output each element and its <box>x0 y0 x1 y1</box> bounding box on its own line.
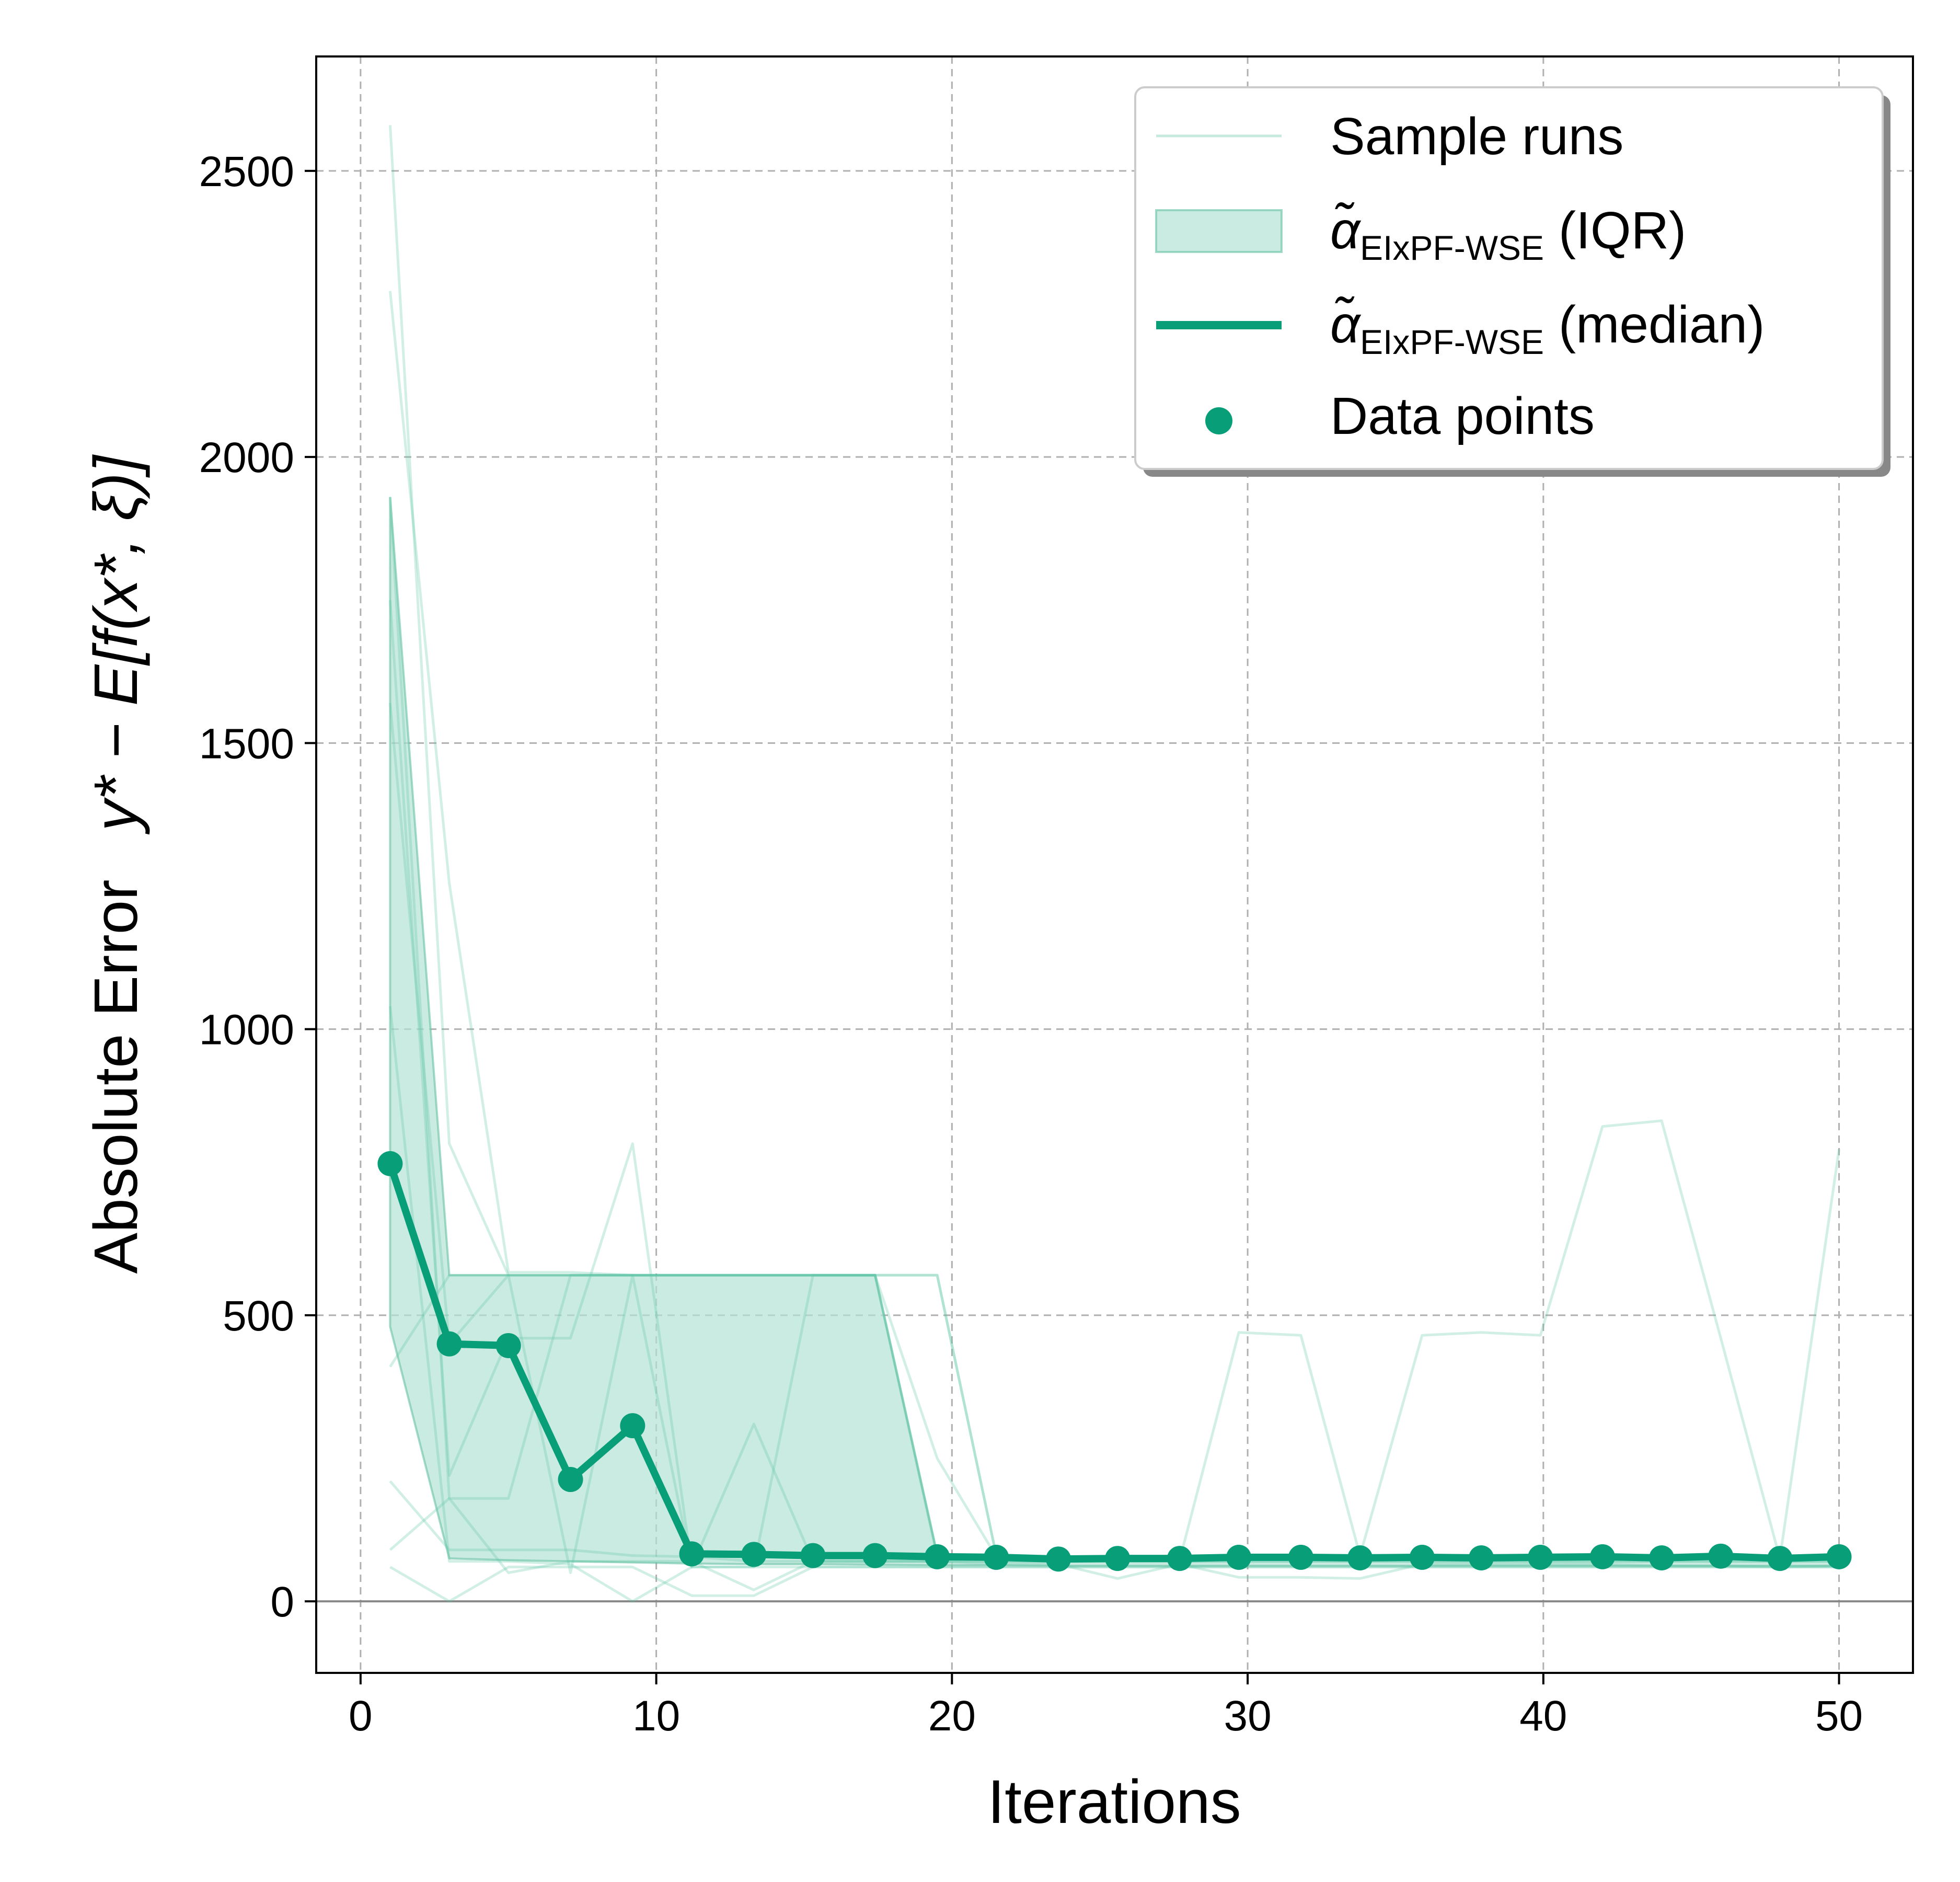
data-point <box>1409 1544 1435 1570</box>
data-point <box>1767 1546 1793 1571</box>
legend-box <box>1134 86 1884 470</box>
y-axis-label-formula: y* − E[f(x*, ξ)] <box>82 454 151 834</box>
data-point <box>1226 1544 1252 1570</box>
data-point <box>1046 1546 1071 1572</box>
data-point <box>984 1544 1009 1570</box>
data-point <box>1649 1545 1675 1571</box>
y-ticks: 0 500 1000 1500 2000 2500 <box>199 148 316 1626</box>
legend-data-points-swatch <box>1205 407 1232 434</box>
data-point <box>1288 1544 1313 1570</box>
y-tick-label: 500 <box>223 1292 294 1340</box>
x-tick-label: 20 <box>928 1692 976 1740</box>
data-point <box>679 1541 705 1567</box>
y-axis-label: Absolute Error y* − E[f(x*, ξ)] <box>82 454 151 1273</box>
data-point <box>1469 1545 1494 1571</box>
data-point <box>436 1331 462 1357</box>
data-point <box>862 1543 888 1568</box>
legend-iqr-label: α̃EIxPF-WSE (IQR) <box>1330 201 1686 267</box>
x-ticks: 0 10 20 30 40 50 <box>349 1673 1863 1740</box>
data-point <box>558 1467 583 1493</box>
data-point <box>800 1543 826 1568</box>
data-point <box>741 1542 767 1567</box>
legend: Sample runs α̃EIxPF-WSE (IQR) α̃EIxPF-WS… <box>1134 86 1890 477</box>
x-tick-label: 40 <box>1519 1692 1567 1740</box>
data-point <box>1528 1544 1553 1570</box>
legend-data-points-label: Data points <box>1330 387 1595 445</box>
data-point <box>1826 1544 1852 1569</box>
plot-frame <box>315 55 1914 1674</box>
y-axis-label-prefix: Absolute Error <box>82 879 151 1273</box>
data-points <box>377 1151 1852 1572</box>
data-point <box>495 1333 521 1358</box>
data-point <box>1105 1546 1131 1571</box>
legend-sample-runs-label: Sample runs <box>1330 107 1623 166</box>
data-point <box>377 1151 403 1176</box>
y-tick-label: 0 <box>270 1578 294 1626</box>
legend-iqr-swatch <box>1155 209 1283 253</box>
y-tick-label: 1500 <box>199 720 294 767</box>
data-point <box>1708 1543 1734 1569</box>
data-point <box>1167 1546 1192 1571</box>
x-tick-label: 30 <box>1224 1692 1271 1740</box>
y-tick-label: 2000 <box>199 434 294 481</box>
x-tick-label: 50 <box>1815 1692 1863 1740</box>
data-point <box>620 1413 645 1439</box>
legend-median-label: α̃EIxPF-WSE (median) <box>1330 295 1765 361</box>
data-point <box>925 1544 950 1569</box>
data-point <box>1589 1544 1615 1569</box>
x-tick-label: 10 <box>632 1692 680 1740</box>
data-point <box>1347 1545 1373 1571</box>
x-axis-label: Iterations <box>987 1768 1241 1837</box>
svg-text:Absolute Error y* − E[f(: Absolute Error y* − E[f(x*, ξ)] <box>82 454 151 1273</box>
x-tick-label: 0 <box>349 1692 373 1740</box>
y-tick-label: 1000 <box>199 1006 294 1054</box>
y-tick-label: 2500 <box>199 148 294 196</box>
